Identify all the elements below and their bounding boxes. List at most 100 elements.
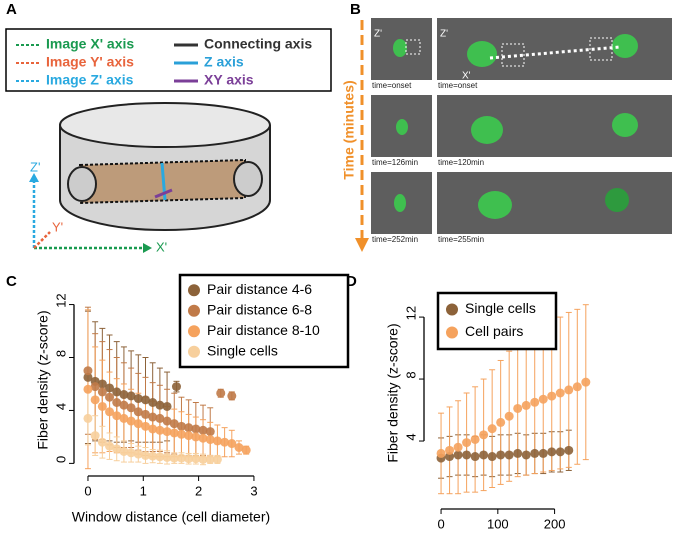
data-point <box>90 382 100 392</box>
axis-name: Z' <box>30 159 40 174</box>
legend-text: Cell pairs <box>465 323 523 339</box>
timelapse-panel: Time (minutes) Z' Z' X' time=onset time=… <box>341 18 672 252</box>
legend-marker <box>188 284 200 297</box>
arrow-head <box>355 238 369 252</box>
panel-label: C <box>6 273 17 290</box>
axis-name: X' <box>156 239 167 254</box>
legend-marker <box>188 325 200 338</box>
data-point <box>241 445 251 455</box>
data-point <box>504 411 514 421</box>
data-point <box>162 416 172 426</box>
data-point <box>133 407 143 417</box>
y-tick-label: 4 <box>403 433 418 440</box>
data-point <box>572 382 582 392</box>
y-tick-label: 8 <box>53 350 68 357</box>
data-point <box>564 385 574 395</box>
y-axis-label: Fiber density (z-score) <box>35 310 51 449</box>
data-point <box>83 413 93 423</box>
data-point <box>83 372 93 382</box>
data-point <box>205 454 215 464</box>
data-point <box>184 431 194 441</box>
data-point <box>155 425 165 435</box>
data-point <box>176 421 186 431</box>
panel-label: A <box>6 1 17 18</box>
legend-text: Pair distance 6-8 <box>207 301 312 317</box>
data-point <box>212 436 222 446</box>
data-point <box>581 377 591 387</box>
y-prime-axis <box>33 231 51 249</box>
data-point <box>97 387 107 397</box>
x-tick-label: 2 <box>195 483 202 498</box>
image <box>437 172 672 234</box>
legend-text: Pair distance 8-10 <box>207 322 320 338</box>
data-point <box>436 448 446 458</box>
cell-image <box>605 188 629 212</box>
data-point <box>564 445 574 455</box>
data-point <box>470 452 480 462</box>
data-point <box>205 435 215 445</box>
data-point <box>198 454 208 464</box>
cell <box>233 161 263 197</box>
data-point <box>205 427 215 437</box>
data-point <box>487 452 497 462</box>
legend-text: Image X' axis <box>46 36 134 52</box>
data-point <box>513 448 523 458</box>
time-label: Time (minutes) <box>341 80 357 179</box>
cell-image <box>471 116 503 144</box>
data-point <box>126 403 136 413</box>
data-point <box>140 450 150 460</box>
data-point <box>112 398 122 407</box>
data-point <box>162 401 172 411</box>
data-point <box>97 437 107 447</box>
x-axis-label: Window distance (cell diameter) <box>72 509 270 525</box>
data-point <box>462 438 472 448</box>
connecting-line <box>489 45 621 60</box>
data-point <box>184 454 194 464</box>
x-tick-label: 3 <box>250 483 257 498</box>
data-point <box>126 391 136 401</box>
data-point <box>198 433 208 443</box>
data-point <box>453 442 463 452</box>
data-point <box>148 424 158 434</box>
data-point <box>97 379 107 389</box>
data-point <box>97 401 107 411</box>
data-point <box>155 400 165 410</box>
xy-axis <box>154 188 173 199</box>
image-axis: Z' <box>374 29 382 40</box>
window <box>501 43 525 67</box>
time-stamp: time=120min <box>438 158 484 167</box>
y-tick-label: 12 <box>403 306 418 320</box>
y-tick-label: 8 <box>403 371 418 378</box>
data-point <box>479 450 489 460</box>
arrow-head <box>143 243 152 253</box>
data-point <box>234 443 244 452</box>
data-point <box>112 411 122 421</box>
data-point <box>212 454 222 464</box>
data-point <box>176 453 186 463</box>
data-point <box>462 450 472 460</box>
data-point <box>220 437 230 447</box>
data-point <box>83 366 93 376</box>
legend-a: Image X' axis Image Y' axis Image Z' axi… <box>16 36 312 88</box>
data-point <box>83 384 93 394</box>
data-point <box>119 446 129 456</box>
cylinder-top <box>59 102 271 148</box>
legend-marker <box>446 326 458 339</box>
data-point <box>162 427 172 437</box>
cell-image <box>612 113 638 137</box>
legend-marker <box>188 304 200 317</box>
image-axis: X' <box>462 71 471 82</box>
time-stamp: time=126min <box>372 158 418 167</box>
data-point <box>538 394 548 404</box>
data-point <box>126 448 136 458</box>
data-point <box>155 452 165 462</box>
data-point <box>119 413 129 423</box>
time-stamp: time=252min <box>372 235 418 244</box>
window <box>405 39 421 55</box>
data-point <box>555 447 565 457</box>
data-point <box>496 450 506 460</box>
data-point <box>169 453 179 463</box>
data-point <box>105 441 115 451</box>
